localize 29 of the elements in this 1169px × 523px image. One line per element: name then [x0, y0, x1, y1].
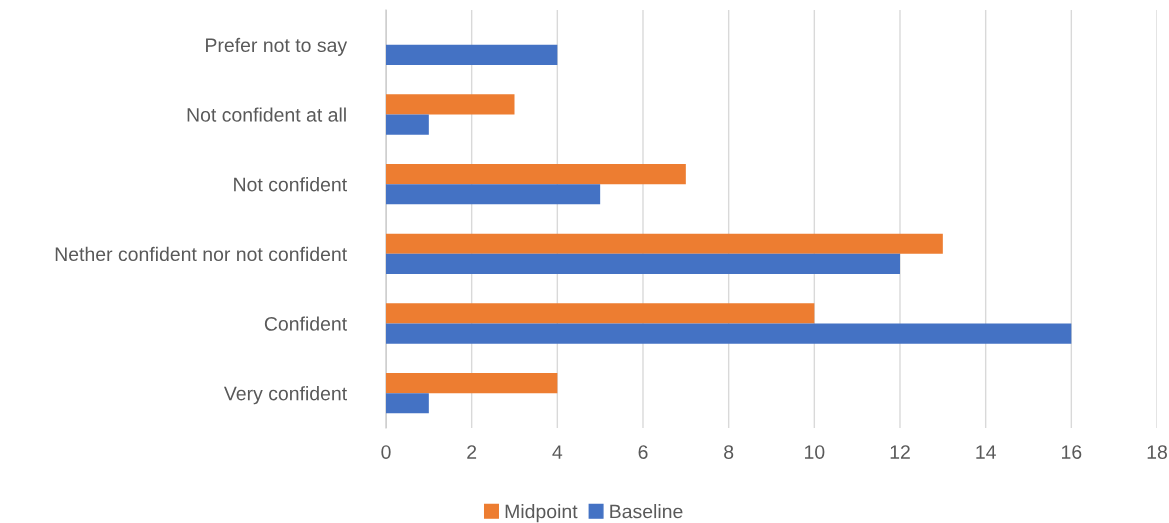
- bar: [386, 323, 1072, 344]
- bar: [386, 303, 815, 324]
- bar: [386, 372, 558, 394]
- bar: [386, 233, 943, 254]
- x-tick-label: 6: [638, 445, 648, 459]
- y-tick-label: Confident: [264, 316, 347, 331]
- y-tick-label: Nether confident nor not confident: [55, 246, 347, 262]
- y-tick-label: Very confident: [223, 386, 347, 405]
- x-tick-label: 4: [552, 445, 563, 459]
- x-tick-label: 0: [381, 445, 391, 459]
- bar: [386, 163, 686, 185]
- bar: [386, 114, 429, 135]
- x-tick-label: 2: [467, 445, 477, 459]
- legend-label: Baseline: [610, 504, 683, 519]
- bar: [386, 393, 429, 414]
- bar: [386, 94, 515, 115]
- y-tick-label: Not confident at all: [187, 107, 346, 122]
- y-tick-label: Not confident: [234, 177, 347, 192]
- y-tick-label: Prefer not to say: [206, 37, 348, 56]
- legend-label: Midpoint: [505, 504, 578, 523]
- x-tick-label: 8: [724, 445, 734, 459]
- x-tick-label: 16: [1062, 445, 1082, 459]
- x-tick-label: 12: [890, 445, 910, 459]
- x-tick-label: 10: [805, 445, 825, 459]
- bar: [386, 44, 558, 66]
- x-tick-label: 18: [1147, 445, 1167, 459]
- bar: [386, 184, 601, 205]
- bar: [386, 253, 900, 275]
- x-tick-label: 14: [976, 445, 996, 459]
